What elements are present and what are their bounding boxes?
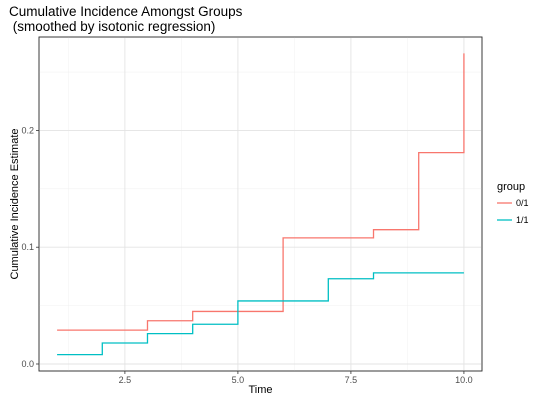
legend-title: group: [497, 181, 525, 193]
y-tick-label: 0.1: [21, 242, 34, 252]
x-tick-label: 10.0: [455, 375, 473, 385]
legend-label-0-1: 0/1: [516, 198, 529, 208]
series-layer: [57, 53, 465, 356]
chart-title-line-1: Cumulative Incidence Amongst Groups: [9, 4, 243, 19]
y-axis-title: Cumulative Incidence Estimate: [9, 128, 21, 279]
legend-label-1-1: 1/1: [516, 215, 529, 225]
y-tick-label: 0.2: [21, 125, 34, 135]
y-tick-label: 0.0: [21, 359, 34, 369]
minor-gridlines: [39, 37, 482, 371]
y-axis: 0.0 0.1 0.2: [21, 125, 39, 369]
chart-title-line-2: (smoothed by isotonic regression): [9, 19, 215, 34]
series-line-1-1: [57, 272, 464, 356]
plot-panel-border: [38, 36, 483, 372]
x-axis: 2.5 5.0 7.5 10.0: [119, 371, 473, 385]
x-tick-label: 2.5: [119, 375, 132, 385]
x-axis-title: Time: [248, 384, 272, 396]
series-line-0-1: [57, 53, 465, 331]
chart-title: Cumulative Incidence Amongst Groups (smo…: [9, 4, 243, 34]
x-tick-label: 5.0: [232, 375, 245, 385]
legend: group 0/1 1/1: [497, 181, 529, 225]
x-tick-label: 7.5: [345, 375, 358, 385]
plot-panel: [38, 36, 483, 372]
